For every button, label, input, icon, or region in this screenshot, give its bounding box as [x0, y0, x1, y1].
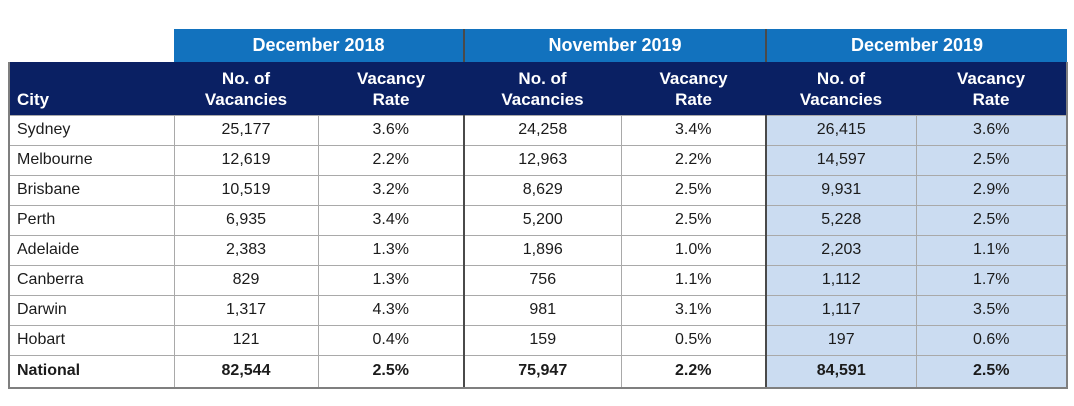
- value-cell: 1,896: [463, 234, 622, 266]
- value-cell: 3.6%: [915, 114, 1068, 146]
- value-cell: 82,544: [173, 354, 319, 389]
- table-row-canberra: Canberra 829 1.3% 756 1.1% 1,112 1.7%: [8, 264, 1068, 296]
- value-cell: 5,228: [765, 204, 917, 236]
- value-cell: 12,963: [463, 144, 622, 176]
- value-cell: 0.6%: [915, 324, 1068, 356]
- value-cell: 0.4%: [317, 324, 465, 356]
- vacancy-table: December 2018 November 2019 December 201…: [8, 29, 1068, 389]
- table-row-sydney: Sydney 25,177 3.6% 24,258 3.4% 26,415 3.…: [8, 114, 1068, 146]
- value-cell: 2.5%: [620, 204, 767, 236]
- city-cell: Brisbane: [8, 174, 175, 206]
- value-cell: 75,947: [463, 354, 622, 389]
- value-cell: 1,317: [173, 294, 319, 326]
- value-cell: 756: [463, 264, 622, 296]
- value-cell: 1.1%: [915, 234, 1068, 266]
- value-cell: 2.5%: [915, 204, 1068, 236]
- value-cell: 197: [765, 324, 917, 356]
- value-cell: 1.3%: [317, 264, 465, 296]
- value-cell: 10,519: [173, 174, 319, 206]
- column-header-row: City No. of Vacancies Vacancy Rate No. o…: [8, 62, 1068, 115]
- city-cell: Perth: [8, 204, 175, 236]
- blank-corner-cell: [9, 29, 174, 62]
- city-column-header: City: [8, 62, 174, 115]
- value-cell: 2.5%: [915, 144, 1068, 176]
- value-cell: 2.2%: [620, 354, 767, 389]
- value-cell: 1,112: [765, 264, 917, 296]
- value-cell: 8,629: [463, 174, 622, 206]
- value-cell: 14,597: [765, 144, 917, 176]
- period-header-nov2019: November 2019: [463, 29, 766, 62]
- value-cell: 26,415: [765, 114, 917, 146]
- value-cell: 24,258: [463, 114, 622, 146]
- vacancies-column-header: No. of Vacancies: [174, 62, 318, 115]
- table-row-brisbane: Brisbane 10,519 3.2% 8,629 2.5% 9,931 2.…: [8, 174, 1068, 206]
- rate-column-header: Vacancy Rate: [916, 62, 1068, 115]
- vacancy-table-container: December 2018 November 2019 December 201…: [8, 29, 1068, 389]
- value-cell: 1.3%: [317, 234, 465, 266]
- city-cell: Adelaide: [8, 234, 175, 266]
- value-cell: 3.1%: [620, 294, 767, 326]
- value-cell: 829: [173, 264, 319, 296]
- table-row-melbourne: Melbourne 12,619 2.2% 12,963 2.2% 14,597…: [8, 144, 1068, 176]
- table-row-hobart: Hobart 121 0.4% 159 0.5% 197 0.6%: [8, 324, 1068, 356]
- value-cell: 1.7%: [915, 264, 1068, 296]
- value-cell: 3.4%: [620, 114, 767, 146]
- value-cell: 1,117: [765, 294, 917, 326]
- value-cell: 1.0%: [620, 234, 767, 266]
- value-cell: 2,203: [765, 234, 917, 266]
- period-header-dec2019: December 2019: [765, 29, 1067, 62]
- value-cell: 3.5%: [915, 294, 1068, 326]
- vacancies-column-header: No. of Vacancies: [464, 62, 621, 115]
- value-cell: 159: [463, 324, 622, 356]
- value-cell: 981: [463, 294, 622, 326]
- value-cell: 2.5%: [620, 174, 767, 206]
- period-header-row: December 2018 November 2019 December 201…: [9, 29, 1067, 62]
- value-cell: 0.5%: [620, 324, 767, 356]
- city-cell: Sydney: [8, 114, 175, 146]
- value-cell: 2,383: [173, 234, 319, 266]
- city-cell: National: [8, 354, 175, 389]
- value-cell: 1.1%: [620, 264, 767, 296]
- value-cell: 121: [173, 324, 319, 356]
- value-cell: 2.5%: [915, 354, 1068, 389]
- table-row-darwin: Darwin 1,317 4.3% 981 3.1% 1,117 3.5%: [8, 294, 1068, 326]
- rate-column-header: Vacancy Rate: [621, 62, 766, 115]
- value-cell: 3.2%: [317, 174, 465, 206]
- value-cell: 84,591: [765, 354, 917, 389]
- city-cell: Hobart: [8, 324, 175, 356]
- value-cell: 3.6%: [317, 114, 465, 146]
- value-cell: 25,177: [173, 114, 319, 146]
- value-cell: 3.4%: [317, 204, 465, 236]
- value-cell: 9,931: [765, 174, 917, 206]
- city-cell: Darwin: [8, 294, 175, 326]
- value-cell: 5,200: [463, 204, 622, 236]
- period-header-dec2018: December 2018: [174, 29, 464, 62]
- table-row-perth: Perth 6,935 3.4% 5,200 2.5% 5,228 2.5%: [8, 204, 1068, 236]
- value-cell: 2.9%: [915, 174, 1068, 206]
- vacancies-column-header: No. of Vacancies: [766, 62, 916, 115]
- value-cell: 6,935: [173, 204, 319, 236]
- city-cell: Melbourne: [8, 144, 175, 176]
- value-cell: 2.2%: [317, 144, 465, 176]
- value-cell: 12,619: [173, 144, 319, 176]
- value-cell: 4.3%: [317, 294, 465, 326]
- table-row-adelaide: Adelaide 2,383 1.3% 1,896 1.0% 2,203 1.1…: [8, 234, 1068, 266]
- value-cell: 2.2%: [620, 144, 767, 176]
- city-cell: Canberra: [8, 264, 175, 296]
- value-cell: 2.5%: [317, 354, 465, 389]
- table-row-national-total: National 82,544 2.5% 75,947 2.2% 84,591 …: [8, 354, 1068, 389]
- rate-column-header: Vacancy Rate: [318, 62, 464, 115]
